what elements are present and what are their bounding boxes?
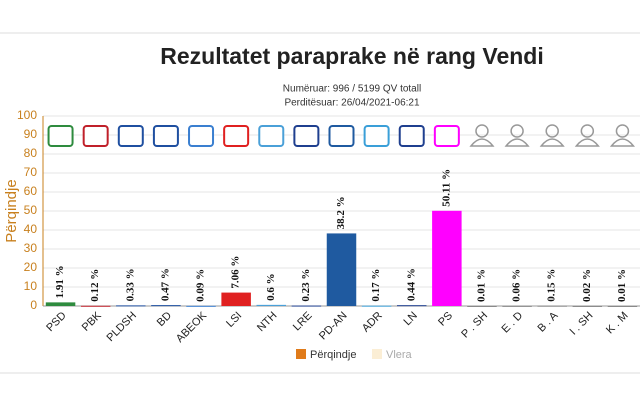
value-label: 0.09 % — [195, 269, 207, 302]
person-icon — [574, 138, 600, 147]
x-tick-label: LN — [401, 310, 419, 328]
person-icon — [580, 124, 595, 138]
y-tick-label: 90 — [24, 127, 38, 141]
bar — [396, 305, 427, 307]
value-label: 0.47 % — [159, 268, 171, 301]
legend-swatch — [372, 349, 382, 359]
person-icon — [545, 124, 559, 138]
bar — [116, 305, 146, 307]
y-tick-label: 30 — [24, 241, 38, 255]
value-label: 1.91 % — [54, 265, 66, 298]
value-label: 0.12 % — [89, 269, 101, 302]
x-tick-label: LRE — [291, 310, 315, 334]
value-label: 0.02 % — [581, 269, 593, 302]
person-icon — [475, 124, 489, 138]
party-logo — [47, 125, 74, 147]
y-tick-label: 20 — [24, 260, 38, 274]
value-label: 0.44 % — [405, 268, 417, 301]
subtitle: Numëruar: 996 / 5199 QV totall — [283, 84, 421, 95]
value-label: 38.2 % — [335, 196, 347, 229]
value-label: 0.15 % — [546, 269, 558, 302]
y-axis-label: Përqindje — [3, 179, 20, 242]
bar — [80, 305, 111, 307]
person-icon — [609, 138, 635, 147]
bar — [607, 305, 638, 307]
person-icon — [469, 138, 495, 147]
x-tick-label: PBK — [80, 309, 105, 334]
y-tick-label: 10 — [24, 279, 38, 293]
x-tick-label: LSI — [224, 310, 244, 330]
value-label: 0.17 % — [370, 269, 382, 302]
value-label: 0.01 % — [476, 269, 488, 302]
bar — [361, 305, 392, 307]
chart-title: Rezultatet paraprake në rang Vendi — [160, 43, 543, 69]
y-tick-label: 50 — [24, 203, 38, 217]
value-label: 0.23 % — [300, 269, 312, 302]
bar — [291, 305, 322, 307]
bar — [256, 304, 287, 306]
bar — [432, 210, 462, 306]
y-tick-label: 80 — [24, 146, 38, 160]
party-logo — [223, 125, 250, 147]
value-label: 0.6 % — [265, 273, 277, 301]
x-tick-label: P . SH — [459, 310, 490, 341]
party-logo — [398, 125, 425, 147]
legend-swatch — [296, 349, 306, 359]
party-logo — [82, 125, 109, 147]
x-tick-label: I . SH — [568, 310, 596, 338]
value-label: 7.06 % — [230, 256, 242, 289]
bar — [467, 305, 497, 307]
y-tick-label: 70 — [24, 165, 38, 179]
bar — [326, 233, 357, 306]
bar — [537, 305, 567, 307]
value-label: 50.11 % — [440, 169, 452, 207]
value-label: 0.33 % — [124, 268, 136, 301]
value-label: 0.01 % — [616, 269, 628, 302]
x-tick-label: K . M — [604, 310, 631, 337]
x-tick-label: NTH — [255, 310, 280, 335]
bar — [572, 305, 603, 307]
value-label: 0.06 % — [511, 269, 523, 302]
subtitle: Perditësuar: 26/04/2021-06:21 — [284, 98, 420, 109]
legend-label: Përqindje — [310, 349, 356, 361]
x-tick-label: B . A — [535, 309, 560, 334]
x-tick-label: BD — [155, 310, 174, 329]
y-tick-label: 100 — [17, 108, 37, 122]
x-tick-label: PS — [436, 310, 455, 329]
x-tick-label: PLDSH — [105, 310, 139, 344]
y-tick-label: 60 — [24, 184, 38, 198]
person-icon — [615, 124, 630, 138]
person-icon — [539, 138, 565, 147]
person-icon — [504, 138, 530, 147]
x-tick-label: E . D — [499, 310, 525, 336]
person-icon — [510, 124, 524, 138]
party-logo — [188, 125, 215, 147]
x-tick-label: ADR — [360, 310, 385, 335]
bar — [502, 305, 532, 307]
party-logo — [152, 125, 179, 147]
party-logo — [117, 125, 144, 147]
bar — [186, 305, 216, 307]
x-tick-label: PSD — [44, 310, 69, 335]
bar — [151, 305, 181, 307]
party-logo — [258, 125, 285, 147]
party-logo — [433, 125, 460, 147]
party-logo — [328, 125, 355, 147]
y-tick-label: 0 — [30, 298, 37, 312]
party-logo — [363, 125, 390, 147]
x-tick-label: PD-AN — [317, 310, 350, 343]
legend-label: Vlera — [386, 349, 413, 361]
bar — [45, 302, 76, 306]
bar — [221, 292, 251, 306]
y-tick-label: 40 — [24, 222, 38, 236]
x-tick-label: ABEOK — [174, 309, 210, 345]
party-logo — [293, 125, 320, 147]
